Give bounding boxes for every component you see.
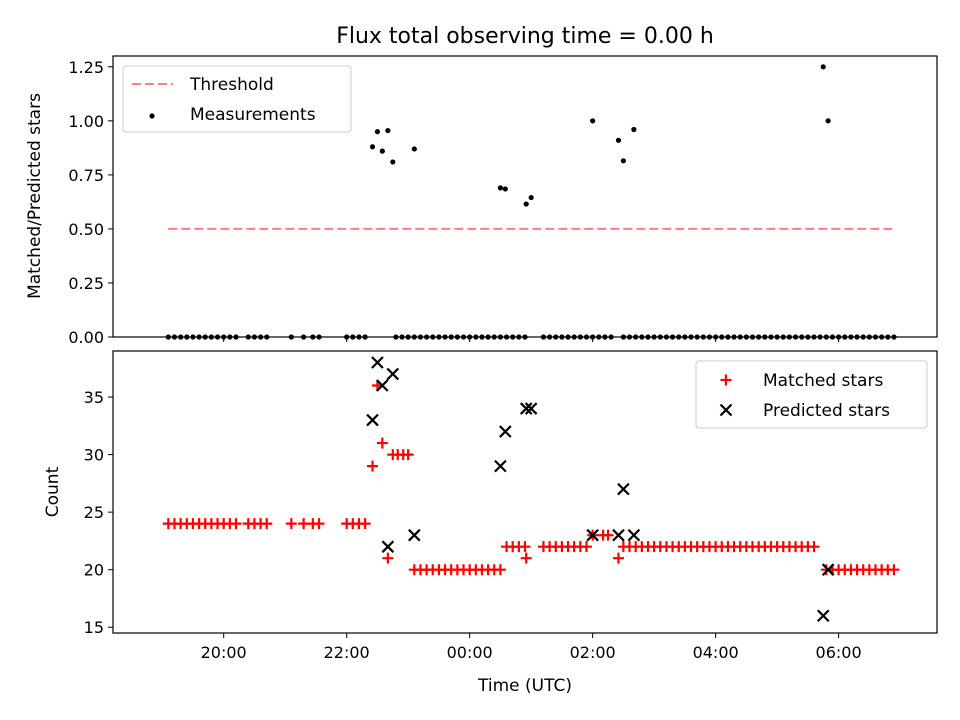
x-tick-label: 20:00 [201, 643, 247, 662]
predicted-star-point [586, 528, 599, 542]
x-tick-label: 02:00 [570, 643, 616, 662]
predicted-star-point [816, 609, 830, 623]
matched-star-point [612, 552, 624, 564]
predicted-star-point [617, 482, 630, 496]
matched-star-point [230, 518, 242, 530]
predicted-star-point [381, 540, 395, 553]
measurement-point [369, 144, 376, 150]
top-y-tick-label: 1.25 [68, 58, 104, 77]
top-legend-box [122, 65, 352, 133]
matched-star-point [382, 552, 394, 564]
bottom-y-axis-label: Count [43, 466, 63, 517]
predicted-star-point [821, 563, 835, 576]
matched-star-point [617, 541, 629, 553]
matched-star-point [285, 518, 297, 530]
bottom-axes-frame [112, 350, 938, 634]
legend-predicted-swatch [719, 403, 733, 417]
predicted-star-point [371, 356, 384, 369]
measurement-point [825, 118, 831, 124]
matched-star-point [808, 541, 820, 553]
matched-star-point [402, 449, 414, 461]
measurement-point [820, 64, 826, 70]
bottom-y-tick-label: 25 [84, 503, 104, 522]
legend-matched-swatch [720, 374, 732, 386]
measurement-point [502, 186, 508, 192]
measurement-point [379, 148, 385, 154]
measurement-point [390, 159, 396, 165]
matched-star-point [261, 518, 273, 530]
matched-star-point [359, 518, 371, 530]
matched-star-point [602, 529, 614, 541]
legend-matched-label: Matched stars [763, 371, 883, 391]
predicted-star-point [612, 528, 625, 542]
matched-star-point [313, 518, 325, 530]
matched-star-point [520, 552, 532, 564]
matched-star-point [519, 541, 531, 553]
predicted-star-point [408, 528, 421, 542]
measurement-point [385, 127, 391, 134]
predicted-star-point [366, 413, 379, 427]
predicted-star-point [494, 459, 507, 473]
matched-star-point [366, 460, 378, 472]
bottom-y-tick-label: 15 [84, 618, 104, 637]
measurement-point [523, 201, 529, 207]
bottom-y-tick-label: 20 [84, 561, 104, 580]
legend-measurements-label: Measurements [190, 105, 316, 125]
top-y-axis-label: Matched/Predicted stars [25, 93, 45, 299]
measurement-point [411, 146, 417, 152]
bottom-y-tick-label: 30 [84, 446, 104, 465]
legend-predicted-label: Predicted stars [763, 401, 890, 421]
measurement-point [590, 118, 596, 124]
measurement-point [615, 137, 622, 143]
matched-star-point [494, 564, 506, 576]
matched-star-point [298, 518, 310, 530]
x-tick-label: 06:00 [816, 643, 862, 662]
x-tick-label: 00:00 [447, 643, 493, 662]
predicted-star-point [627, 528, 641, 542]
x-tick-label: 22:00 [324, 643, 370, 662]
x-tick-label: 04:00 [693, 643, 739, 662]
top-y-tick-label: 0.50 [68, 220, 104, 239]
top-axes-frame [112, 55, 938, 338]
measurement-point [497, 185, 504, 191]
top-y-tick-label: 0.25 [68, 274, 104, 293]
top-y-tick-label: 1.00 [68, 112, 104, 131]
matched-star-point [376, 437, 388, 449]
legend-measurements-swatch [149, 113, 155, 119]
legend-threshold-label: Threshold [189, 75, 274, 95]
predicted-star-point [524, 402, 538, 415]
measurement-point [374, 129, 381, 135]
bottom-y-tick-label: 35 [84, 388, 104, 407]
matched-star-point [580, 541, 592, 553]
predicted-star-point [519, 402, 533, 415]
predicted-star-point [499, 425, 512, 438]
matched-star-point [888, 564, 900, 576]
measurement-point [620, 158, 626, 164]
predicted-star-point [376, 379, 389, 392]
measurement-point [631, 126, 637, 133]
chart-title: Flux total observing time = 0.00 h [336, 24, 714, 49]
bottom-legend-box [695, 360, 928, 429]
predicted-star-point [386, 367, 400, 381]
x-axis-label: Time (UTC) [477, 676, 572, 696]
measurement-point [528, 194, 534, 201]
top-y-tick-label: 0.75 [68, 166, 104, 185]
top-y-tick-label: 0.00 [68, 328, 104, 347]
